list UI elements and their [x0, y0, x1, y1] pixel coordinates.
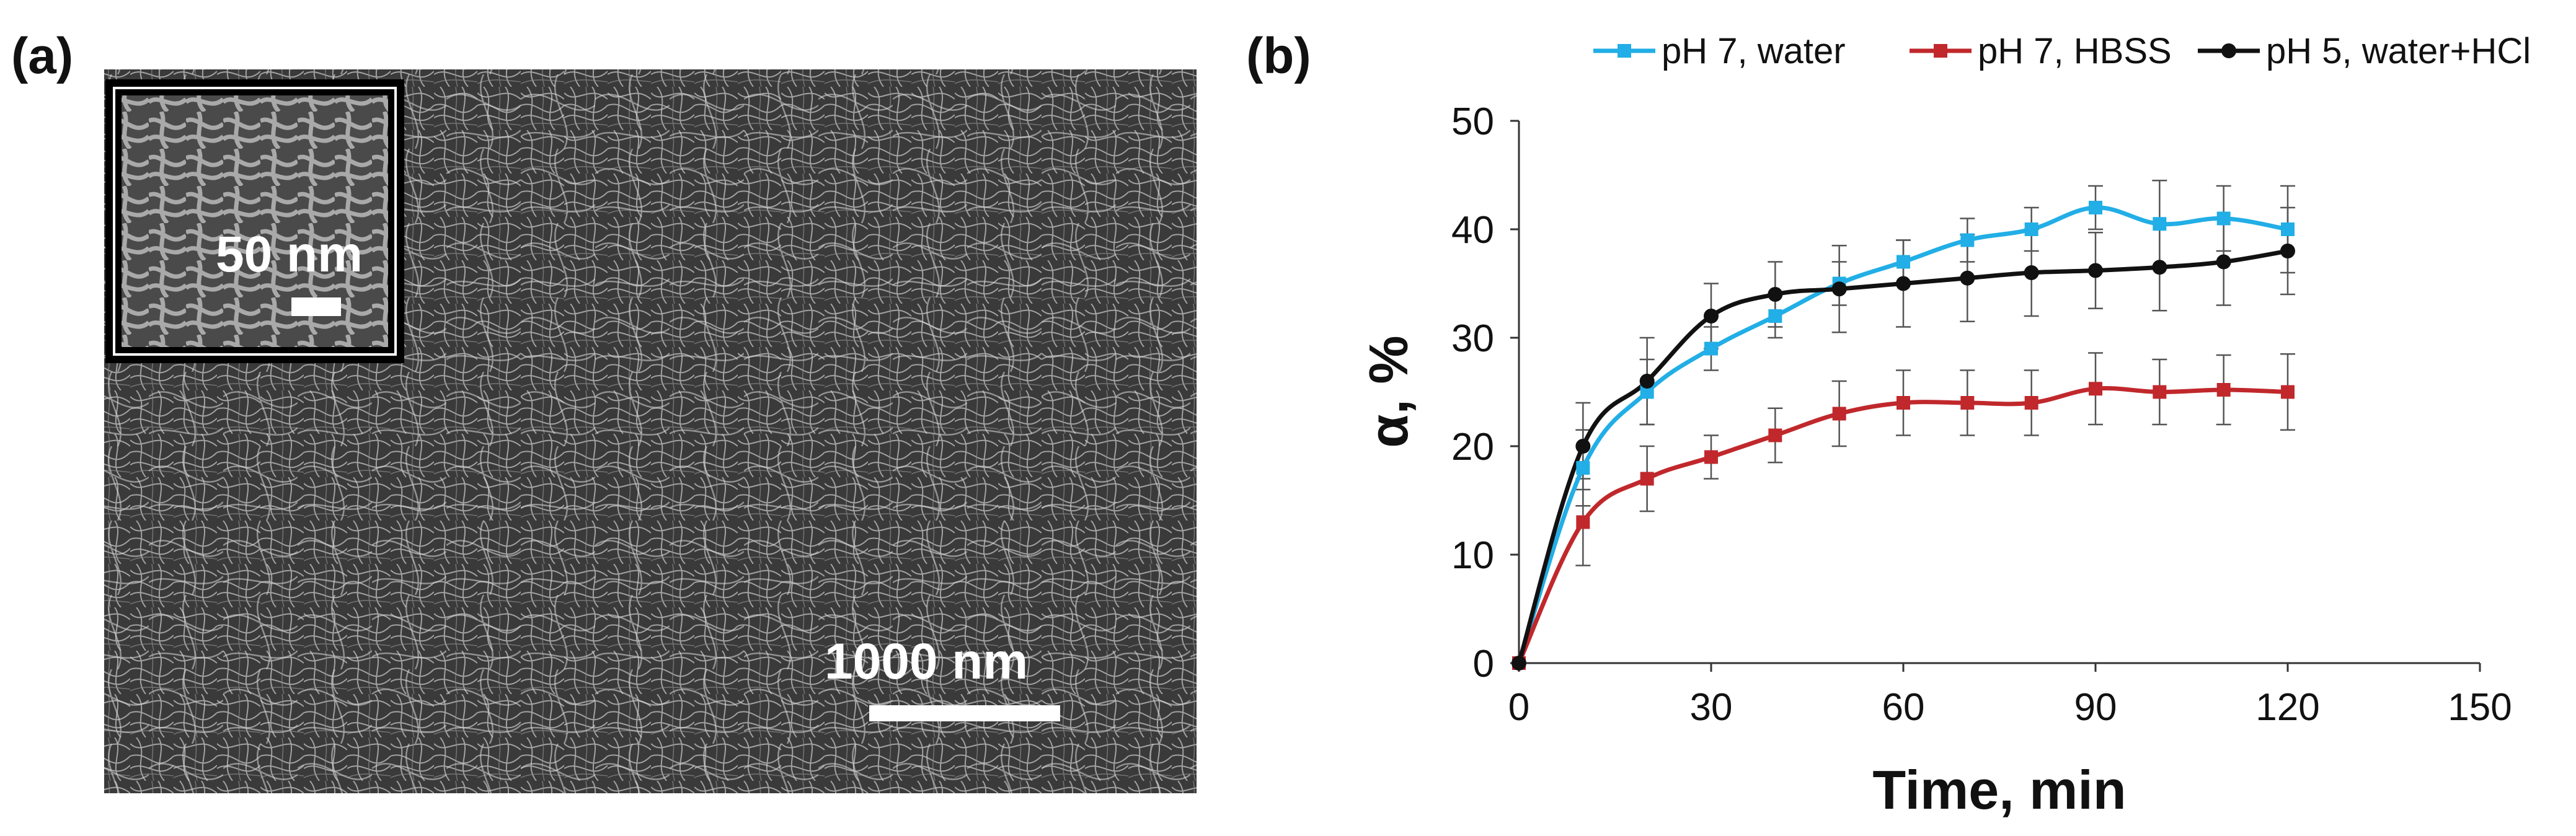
panel-a-label: (a) — [11, 28, 73, 84]
data-point — [2152, 260, 2167, 275]
y-tick-label: 30 — [1451, 317, 1494, 360]
data-point — [2216, 383, 2231, 397]
chart-legend: pH 7, water pH 7, HBSS pH 5, water+HCl — [1593, 31, 2531, 71]
x-tick-label: 90 — [2074, 686, 2117, 729]
x-tick-label: 30 — [1690, 686, 1733, 729]
data-point — [1639, 374, 1655, 389]
data-point — [2281, 385, 2295, 399]
data-point — [2281, 222, 2295, 236]
data-point — [2024, 265, 2039, 280]
panel-b-label: (b) — [1246, 28, 1311, 84]
data-point — [2216, 254, 2231, 270]
data-point — [2216, 211, 2231, 226]
data-point — [2089, 201, 2102, 214]
chart-axes — [1518, 121, 2480, 664]
y-axis-label: α, % — [1358, 335, 1419, 447]
inset-image: 50 nm — [105, 79, 404, 363]
data-point — [2153, 217, 2167, 231]
data-point — [1576, 515, 1590, 529]
data-point — [1640, 385, 1654, 399]
data-point — [2280, 244, 2295, 258]
data-point — [1896, 276, 1911, 291]
data-point — [1768, 428, 1782, 442]
y-tick-label: 20 — [1451, 426, 1494, 469]
data-point — [2089, 382, 2102, 396]
data-point — [1897, 255, 1910, 269]
x-axis-label: Time, min — [1872, 759, 2126, 821]
data-point — [1832, 407, 1846, 421]
data-point — [2024, 396, 2038, 410]
data-point — [1768, 287, 1783, 302]
data-point — [1897, 396, 1910, 410]
data-point — [1575, 439, 1591, 454]
y-tick-label: 40 — [1451, 209, 1494, 252]
x-tick-label: 60 — [1882, 686, 1925, 729]
data-point — [2088, 263, 2103, 278]
data-point — [1960, 396, 1975, 410]
inset-scale-label: 50 nm — [216, 226, 363, 283]
data-point — [2024, 222, 2038, 236]
legend-swatch-marker — [2221, 43, 2236, 58]
legend-label: pH 7, HBSS — [1978, 31, 2172, 71]
y-tick-label: 10 — [1451, 534, 1494, 577]
data-point — [1640, 472, 1654, 486]
legend-swatch-marker — [1618, 44, 1631, 58]
x-tick-label: 120 — [2255, 686, 2319, 729]
main-scale-bar — [869, 705, 1060, 721]
y-tick-label: 50 — [1451, 100, 1494, 143]
y-tick-label: 0 — [1473, 643, 1494, 685]
main-scale-label: 1000 nm — [825, 633, 1028, 690]
series-markers — [1512, 201, 2295, 671]
legend-label: pH 5, water+HCl — [2266, 31, 2531, 71]
chart-ticks: 0 30 60 90 120 150 0 10 20 30 40 50 — [1451, 100, 2512, 729]
series-line-2 — [1516, 249, 2288, 664]
data-point — [1768, 309, 1782, 323]
data-point — [1831, 281, 1847, 297]
error-bars — [1575, 180, 2295, 566]
chart: pH 7, water pH 7, HBSS pH 5, water+HCl 0 30… — [1358, 31, 2531, 821]
x-tick-label: 150 — [2448, 686, 2512, 729]
data-point — [1512, 656, 1526, 671]
data-point — [2153, 385, 2167, 399]
legend-label: pH 7, water — [1662, 31, 1846, 71]
data-point — [1704, 309, 1719, 323]
inset-scale-bar — [291, 297, 341, 316]
data-point — [1704, 450, 1718, 464]
legend-swatch-marker — [1934, 44, 1947, 58]
data-point — [1960, 270, 1975, 286]
data-point — [1704, 341, 1718, 356]
x-tick-label: 0 — [1508, 686, 1529, 729]
data-point — [1960, 233, 1975, 247]
data-point — [1576, 461, 1590, 475]
